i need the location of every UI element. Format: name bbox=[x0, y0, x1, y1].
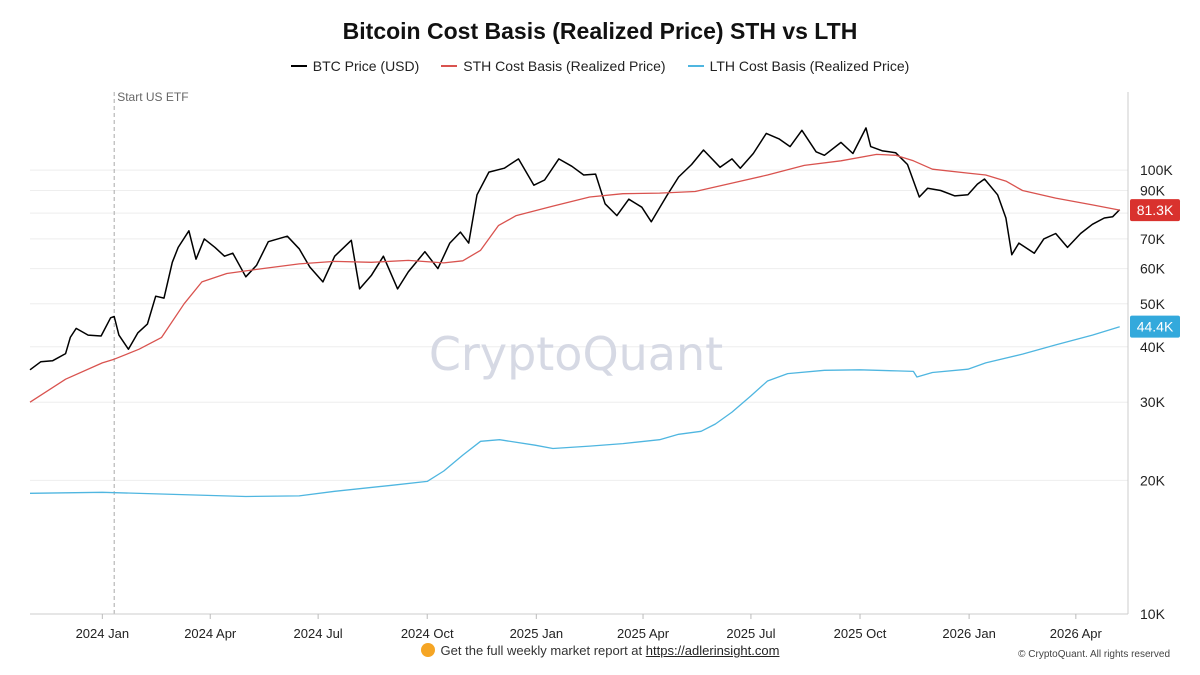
x-tick-label: 2026 Apr bbox=[1050, 626, 1103, 641]
etf-start-label: Start US ETF bbox=[117, 90, 188, 104]
orange-circle-icon bbox=[420, 643, 435, 657]
series-layer bbox=[29, 127, 1121, 498]
x-tick-label: 2025 Apr bbox=[617, 626, 670, 641]
grid-layer bbox=[30, 169, 1128, 615]
legend-label-lth-cost-basis: LTH Cost Basis (Realized Price) bbox=[709, 58, 910, 74]
footer-note: Get the full weekly market report at htt… bbox=[0, 643, 1200, 658]
legend-swatch-sth-cost-basis bbox=[441, 65, 458, 67]
y-tick-label: 50K bbox=[1140, 296, 1166, 312]
x-tick-label: 2025 Jul bbox=[726, 626, 775, 641]
sth-end-label: 81.3K bbox=[1130, 199, 1180, 222]
axis-layer: 100K90K80K70K60K50K40K30K20K10K2024 Jan2… bbox=[30, 92, 1173, 641]
legend-item-btc-price[interactable]: BTC Price (USD) bbox=[290, 58, 420, 74]
x-tick-label: 2024 Apr bbox=[184, 626, 237, 641]
x-tick-label: 2026 Jan bbox=[942, 626, 996, 641]
y-tick-label: 90K bbox=[1140, 182, 1166, 198]
footer-text: Get the full weekly market report at bbox=[440, 643, 643, 658]
x-tick-label: 2024 Oct bbox=[401, 626, 454, 641]
chart-title: Bitcoin Cost Basis (Realized Price) STH … bbox=[342, 18, 858, 44]
footer-link[interactable]: https://adlerinsight.com bbox=[645, 643, 780, 658]
copyright: © CryptoQuant. All rights reserved bbox=[1018, 649, 1170, 660]
legend-swatch-btc-price bbox=[290, 65, 307, 67]
legend-item-lth-cost-basis[interactable]: LTH Cost Basis (Realized Price) bbox=[687, 58, 910, 74]
lth-end-label: 44.4K bbox=[1130, 315, 1180, 338]
y-tick-label: 10K bbox=[1140, 606, 1166, 622]
y-tick-label: 40K bbox=[1140, 339, 1166, 355]
x-tick-label: 2024 Jan bbox=[76, 626, 130, 641]
sth-cost-basis-line bbox=[29, 153, 1120, 403]
annotation-layer: Start US ETF bbox=[113, 90, 189, 614]
x-tick-label: 2024 Jul bbox=[294, 626, 343, 641]
y-tick-label: 20K bbox=[1140, 472, 1166, 488]
legend-item-sth-cost-basis[interactable]: STH Cost Basis (Realized Price) bbox=[441, 58, 666, 74]
end-label-text: 44.4K bbox=[1137, 319, 1174, 335]
legend-label-btc-price: BTC Price (USD) bbox=[312, 58, 420, 74]
legend-swatch-lth-cost-basis bbox=[687, 65, 704, 67]
end-label-box bbox=[1130, 199, 1180, 222]
chart-legend: BTC Price (USD) STH Cost Basis (Realized… bbox=[0, 58, 1200, 74]
watermark: CryptoQuant bbox=[429, 327, 723, 381]
legend-label-sth-cost-basis: STH Cost Basis (Realized Price) bbox=[463, 58, 666, 74]
btc-price-line bbox=[29, 127, 1121, 371]
y-tick-label: 70K bbox=[1140, 231, 1166, 247]
end-label-box bbox=[1130, 315, 1180, 338]
y-tick-label: 100K bbox=[1140, 162, 1173, 178]
endlabel-layer: 81.3K 44.4K bbox=[1130, 199, 1180, 338]
x-tick-label: 2025 Jan bbox=[510, 626, 564, 641]
y-tick-label: 30K bbox=[1140, 394, 1166, 410]
x-tick-label: 2025 Oct bbox=[834, 626, 887, 641]
lth-cost-basis-line bbox=[29, 326, 1120, 498]
end-label-text: 81.3K bbox=[1137, 202, 1174, 218]
y-tick-label: 60K bbox=[1140, 261, 1166, 277]
